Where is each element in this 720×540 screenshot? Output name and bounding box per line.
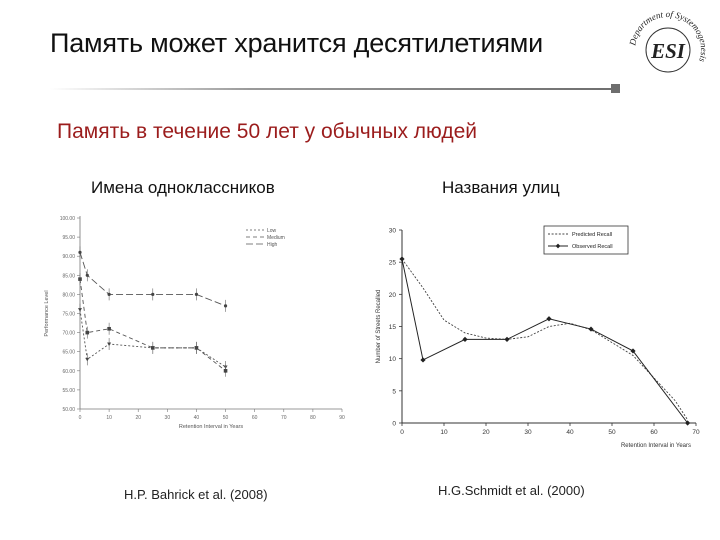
divider-square [611, 84, 620, 93]
data-point [223, 369, 228, 373]
series-line-observed-recall [401, 258, 688, 424]
y-tick-label: 90.00 [62, 254, 75, 260]
y-tick-label: 0 [392, 421, 396, 428]
x-tick-label: 0 [79, 415, 82, 421]
street-names-chart: 0 5 10 15 20 25 30 0 10 20 30 40 50 60 70 Retention Int… [376, 225, 700, 449]
logo-letters: ESI [650, 39, 686, 63]
y-tick-label: 60.00 [62, 369, 75, 375]
x-tick-label: 30 [524, 429, 532, 436]
data-point [85, 330, 90, 335]
x-axis-title: Retention Interval in Years [179, 424, 243, 430]
y-tick-label: 95.00 [62, 235, 75, 241]
data-point [151, 292, 155, 296]
data-point [504, 336, 510, 342]
x-tick-label: 20 [482, 429, 490, 436]
data-point [78, 308, 82, 312]
y-tick-label: 10 [389, 356, 397, 363]
data-point [107, 292, 111, 296]
y-axis-title: Number of Streets Recalled [376, 290, 382, 364]
x-tick-label: 70 [281, 415, 287, 421]
slide-subtitle: Память в течение 50 лет у обычных людей [57, 120, 477, 143]
y-tick-label: 30 [389, 228, 397, 235]
classmates-names-chart: 50.00 55.00 60.00 65.00 70.00 75.00 80.00 85.00… [44, 216, 345, 430]
data-point [85, 273, 89, 277]
y-tick-label: 5 [392, 388, 396, 395]
data-point [194, 292, 199, 296]
x-tick-label: 30 [165, 415, 171, 421]
y-tick-label: 15 [389, 324, 397, 331]
x-tick-label: 20 [135, 415, 141, 421]
series-line-low [79, 309, 226, 368]
x-tick-label: 60 [252, 415, 258, 421]
x-tick-label: 0 [400, 429, 404, 436]
y-tick-label: 25 [389, 260, 397, 267]
y-tick-label: 85.00 [62, 273, 75, 279]
data-point [78, 250, 82, 254]
x-tick-label: 60 [650, 429, 658, 436]
x-tick-label: 80 [310, 415, 316, 421]
y-tick-label: 100.00 [60, 216, 76, 222]
x-tick-label: 40 [566, 429, 574, 436]
y-tick-label: 80.00 [62, 292, 75, 298]
y-tick-label: 75.00 [62, 312, 75, 318]
y-tick-label: 50.00 [62, 407, 75, 413]
title-divider [50, 84, 620, 94]
legend-box [543, 225, 629, 255]
department-logo: Department of Systemogenesis ESI [627, 9, 709, 73]
series-line-predicted-recall [401, 258, 688, 421]
legend-label: High [267, 242, 278, 248]
data-point [85, 357, 90, 362]
data-point [78, 277, 82, 281]
x-tick-label: 40 [194, 415, 200, 421]
x-tick-label: 10 [106, 415, 112, 421]
x-tick-label: 50 [223, 415, 229, 421]
left-chart-citation: H.P. Bahrick et al. (2008) [124, 487, 268, 502]
series-line-medium [79, 279, 226, 372]
data-point [546, 316, 552, 322]
x-tick-label: 50 [608, 429, 616, 436]
right-chart-title: Названия улиц [442, 178, 560, 197]
right-chart-citation: H.G.Schmidt et al. (2000) [438, 483, 585, 498]
data-point [107, 342, 112, 347]
legend-marker [555, 243, 561, 249]
y-tick-label: 55.00 [62, 388, 75, 394]
data-point [107, 326, 111, 331]
y-tick-label: 65.00 [62, 350, 75, 356]
y-tick-label: 70.00 [62, 331, 75, 337]
series-line-high [79, 252, 226, 307]
data-point [685, 420, 691, 426]
left-chart-title: Имена одноклассников [91, 178, 275, 197]
x-tick-label: 90 [339, 415, 345, 421]
data-point [194, 346, 199, 350]
data-point [630, 348, 636, 354]
legend-label: Medium [267, 235, 285, 241]
y-axis-title: Performance Level [44, 290, 50, 336]
divider-line [50, 88, 620, 90]
legend-label: Low [267, 228, 277, 234]
x-tick-label: 10 [440, 429, 448, 436]
data-point [420, 357, 426, 363]
legend-label: Observed Recall [572, 244, 613, 250]
x-axis-title: Retention Interval in Years [621, 443, 691, 449]
data-point [462, 336, 468, 342]
slide-title: Память может хранится десятилетиями [50, 28, 544, 58]
legend-label: Predicted Recall [572, 232, 612, 238]
data-point [223, 304, 228, 308]
x-tick-label: 70 [692, 429, 700, 436]
data-point [150, 346, 155, 350]
data-point [399, 256, 405, 262]
y-tick-label: 20 [389, 292, 397, 299]
